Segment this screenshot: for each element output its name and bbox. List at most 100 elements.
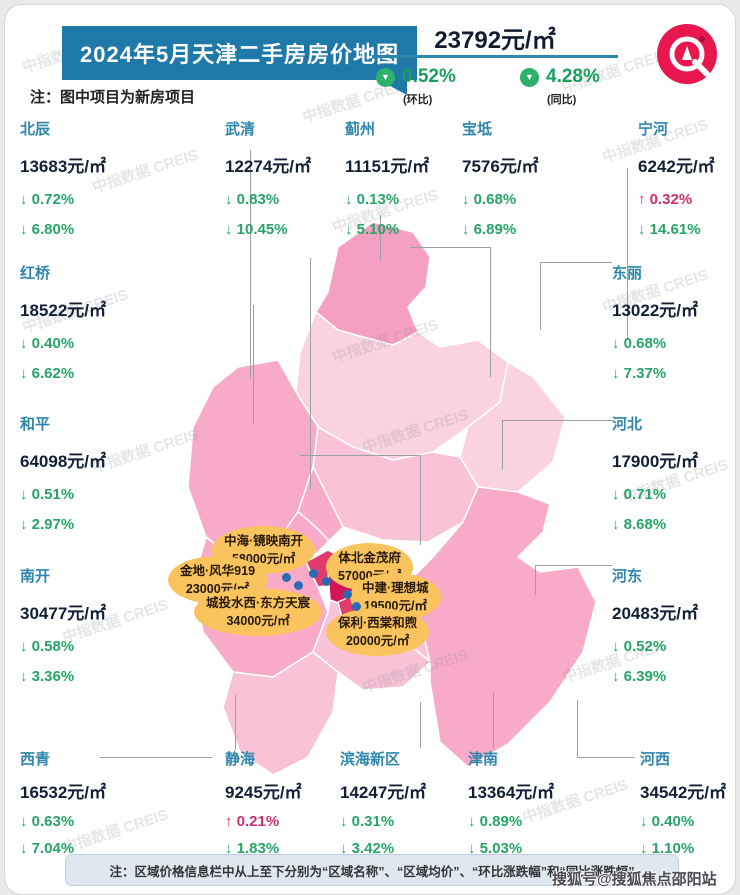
- district-price: 12274元/㎡: [225, 157, 311, 176]
- district-name: 武清: [225, 121, 256, 138]
- connector-line: [540, 262, 612, 263]
- creis-logo-icon: [655, 22, 719, 91]
- district-name: 津南: [468, 751, 499, 768]
- connector-line: [300, 455, 420, 456]
- connector-line: [250, 150, 251, 378]
- district-yoy-change: ↓ 14.61%: [638, 221, 701, 238]
- district-block-hebei: 河北 17900元/㎡ ↓ 0.71% ↓ 8.68%: [612, 413, 737, 546]
- project-marker-dot: [352, 602, 361, 611]
- district-price: 7576元/㎡: [462, 157, 539, 176]
- district-block-beichen: 北辰 13683元/㎡ ↓ 0.72% ↓ 6.80%: [20, 118, 170, 251]
- district-mom-change: ↓ 0.51%: [20, 486, 75, 503]
- district-name: 滨海新区: [340, 751, 401, 768]
- district-block-hexi: 河西 34542元/㎡ ↓ 0.40% ↓ 1.10%: [640, 748, 738, 870]
- project-name: 中建·理想城: [362, 581, 429, 595]
- district-name: 河西: [640, 751, 671, 768]
- project-name: 中海·镜映南开: [224, 534, 304, 548]
- district-price: 13683元/㎡: [20, 157, 106, 176]
- district-yoy-change: ↓ 6.62%: [20, 365, 75, 382]
- project-price: 34000元/㎡: [226, 614, 290, 629]
- district-price: 16532元/㎡: [20, 783, 106, 802]
- district-price: 34542元/㎡: [640, 783, 726, 802]
- connector-line: [577, 700, 578, 757]
- district-block-ninghe: 宁河 6242元/㎡ ↑ 0.32% ↓ 14.61%: [638, 118, 738, 251]
- district-mom-change: ↓ 0.83%: [225, 191, 280, 208]
- district-mom-change: ↓ 0.71%: [612, 486, 667, 503]
- district-price: 6242元/㎡: [638, 157, 715, 176]
- map-region-jinghai: [222, 651, 339, 776]
- district-mom-change: ↓ 0.68%: [462, 191, 517, 208]
- district-name: 河东: [612, 568, 643, 585]
- district-block-binhai: 滨海新区 14247元/㎡ ↓ 0.31% ↓ 3.42%: [340, 748, 490, 870]
- district-mom-change: ↓ 0.63%: [20, 813, 75, 830]
- district-name: 南开: [20, 568, 51, 585]
- yoy-value: 4.28%: [546, 66, 600, 87]
- project-marker-dot: [294, 581, 303, 590]
- project-callout: 保利·西棠和煦 20000元/㎡: [326, 608, 430, 657]
- city-average-price: 23792元/㎡: [434, 27, 556, 54]
- district-price: 14247元/㎡: [340, 783, 426, 802]
- connector-line: [502, 420, 503, 470]
- district-yoy-change: ↓ 8.68%: [612, 516, 667, 533]
- down-arrow-icon: ▼: [376, 67, 395, 87]
- project-marker-dot: [343, 590, 352, 599]
- district-price: 64098元/㎡: [20, 452, 106, 471]
- district-name: 河北: [612, 416, 643, 433]
- project-callout: 城投水西·东方天宸 34000元/㎡: [194, 588, 323, 637]
- connector-line: [410, 247, 490, 248]
- connector-line: [100, 757, 212, 758]
- district-price: 11151元/㎡: [345, 157, 430, 176]
- district-block-wuqing: 武清 12274元/㎡ ↓ 0.83% ↓ 10.45%: [225, 118, 375, 251]
- district-name: 和平: [20, 416, 51, 433]
- district-yoy-change: ↓ 6.80%: [20, 221, 75, 238]
- tianjin-map: [178, 212, 608, 792]
- district-price: 18522元/㎡: [20, 301, 106, 320]
- yoy-label: (同比): [547, 94, 577, 106]
- district-price: 30477元/㎡: [20, 604, 106, 623]
- district-yoy-change: ↓ 6.39%: [612, 668, 667, 685]
- district-mom-change: ↓ 0.58%: [20, 638, 75, 655]
- connector-line: [535, 565, 536, 595]
- project-marker-dot: [309, 569, 318, 578]
- district-name: 东丽: [612, 265, 643, 282]
- page-title: 2024年5月天津二手房房价地图: [62, 26, 418, 95]
- down-arrow-icon: ▼: [520, 67, 539, 87]
- connector-line: [502, 420, 612, 421]
- city-mom-stat: ▼ 0.52% (环比): [376, 66, 456, 107]
- connector-line: [493, 692, 494, 748]
- district-name: 蓟州: [345, 121, 376, 138]
- district-yoy-change: ↓ 3.42%: [340, 840, 395, 857]
- district-yoy-change: ↓ 10.45%: [225, 221, 288, 238]
- connector-line: [310, 258, 311, 490]
- connector-line: [540, 262, 541, 330]
- district-yoy-change: ↓ 7.04%: [20, 840, 75, 857]
- district-block-heping: 和平 64098元/㎡ ↓ 0.51% ↓ 2.97%: [20, 413, 170, 546]
- district-yoy-change: ↓ 2.97%: [20, 516, 75, 533]
- district-block-xiqing: 西青 16532元/㎡ ↓ 0.63% ↓ 7.04%: [20, 748, 170, 870]
- title-note: 注：图中项目为新房项目: [30, 89, 196, 106]
- mom-label: (环比): [403, 94, 433, 106]
- connector-line: [535, 565, 612, 566]
- connector-line: [627, 168, 628, 340]
- project-name: 保利·西棠和煦: [338, 616, 418, 630]
- district-name: 静海: [225, 751, 256, 768]
- district-block-hongqiao: 红桥 18522元/㎡ ↓ 0.40% ↓ 6.62%: [20, 262, 170, 395]
- connector-line: [577, 757, 635, 758]
- project-price: 20000元/㎡: [345, 634, 410, 649]
- district-yoy-change: ↓ 6.89%: [462, 221, 517, 238]
- district-block-hedong: 河东 20483元/㎡ ↓ 0.52% ↓ 6.39%: [612, 565, 737, 698]
- project-name: 体北金茂府: [338, 551, 401, 565]
- district-yoy-change: ↓ 5.03%: [468, 840, 523, 857]
- district-block-jinghai: 静海 9245元/㎡ ↑ 0.21% ↓ 1.83%: [225, 748, 375, 870]
- district-name: 红桥: [20, 265, 51, 282]
- district-price: 20483元/㎡: [612, 604, 698, 623]
- project-marker-dot: [282, 573, 291, 582]
- district-mom-change: ↓ 0.40%: [640, 813, 695, 830]
- district-mom-change: ↓ 0.13%: [345, 191, 400, 208]
- project-marker-dot: [322, 577, 331, 586]
- district-mom-change: ↓ 0.40%: [20, 335, 75, 352]
- district-block-jinnan: 津南 13364元/㎡ ↓ 0.89% ↓ 5.03%: [468, 748, 618, 870]
- district-price: 13364元/㎡: [468, 783, 554, 802]
- district-block-jizhou: 蓟州 11151元/㎡ ↓ 0.13% ↓ 5.10%: [345, 118, 495, 251]
